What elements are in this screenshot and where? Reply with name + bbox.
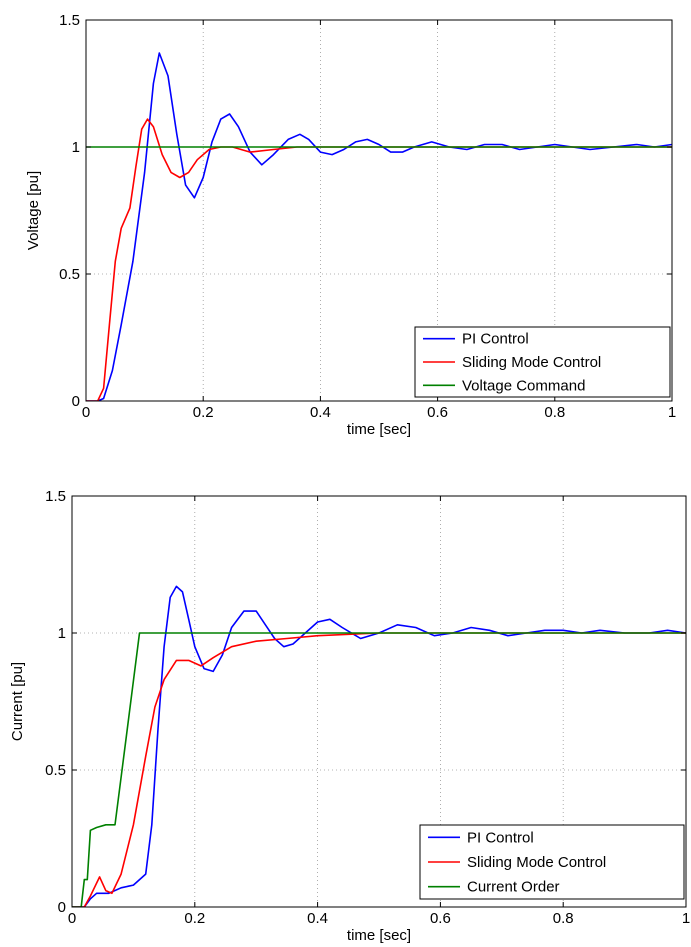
legend-entry: Sliding Mode Control	[467, 854, 606, 871]
y-axis-label: Current [pu]	[9, 662, 26, 741]
y-tick-label: 1	[58, 625, 66, 642]
x-tick-label: 0	[68, 910, 76, 927]
x-tick-label: 1	[668, 404, 676, 421]
y-tick-label: 0	[72, 393, 80, 410]
x-tick-label: 1	[682, 910, 690, 927]
x-tick-label: 0.6	[430, 910, 451, 927]
legend-entry: PI Control	[467, 829, 534, 846]
legend-box	[419, 824, 685, 900]
x-tick-label: 0	[82, 404, 90, 421]
legend-entry: Current Order	[467, 879, 560, 896]
y-tick-label: 1	[72, 139, 80, 156]
x-axis-label: time [sec]	[347, 421, 411, 438]
legend-entry: Sliding Mode Control	[462, 354, 601, 371]
x-tick-label: 0.4	[310, 404, 331, 421]
y-tick-label: 0.5	[45, 762, 66, 779]
x-axis-label: time [sec]	[347, 927, 411, 944]
x-tick-label: 0.4	[307, 910, 328, 927]
series-line-current-order	[72, 632, 686, 907]
legend: PI Control Sliding Mode Control Current Or…	[419, 824, 685, 900]
y-tick-label: 1.5	[59, 12, 80, 29]
x-tick-label: 0.2	[184, 910, 205, 927]
legend-entry: Voltage Command	[462, 377, 585, 394]
series-line-pi-control	[86, 52, 672, 401]
legend: PI Control Sliding Mode Control Voltage Co…	[414, 326, 671, 398]
legend-entry: PI Control	[462, 331, 529, 348]
x-tick-label: 0.8	[553, 910, 574, 927]
y-tick-label: 1.5	[45, 488, 66, 505]
y-axis-label: Voltage [pu]	[25, 171, 42, 250]
y-tick-label: 0.5	[59, 266, 80, 283]
y-tick-label: 0	[58, 899, 66, 916]
x-tick-label: 0.8	[544, 404, 565, 421]
axes-box	[85, 19, 673, 402]
x-tick-label: 0.6	[427, 404, 448, 421]
chart-1: 0 0.2 0.4 0.6 0.8 1 0 0.5 1 1.5 time [sec] Voltage …	[25, 12, 676, 438]
x-tick-label: 0.2	[193, 404, 214, 421]
chart-2: 0 0.2 0.4 0.6 0.8 1 0 0.5 1 1.5 time [sec] Current …	[9, 488, 690, 944]
axes-box	[71, 495, 687, 908]
legend-box	[414, 326, 671, 398]
